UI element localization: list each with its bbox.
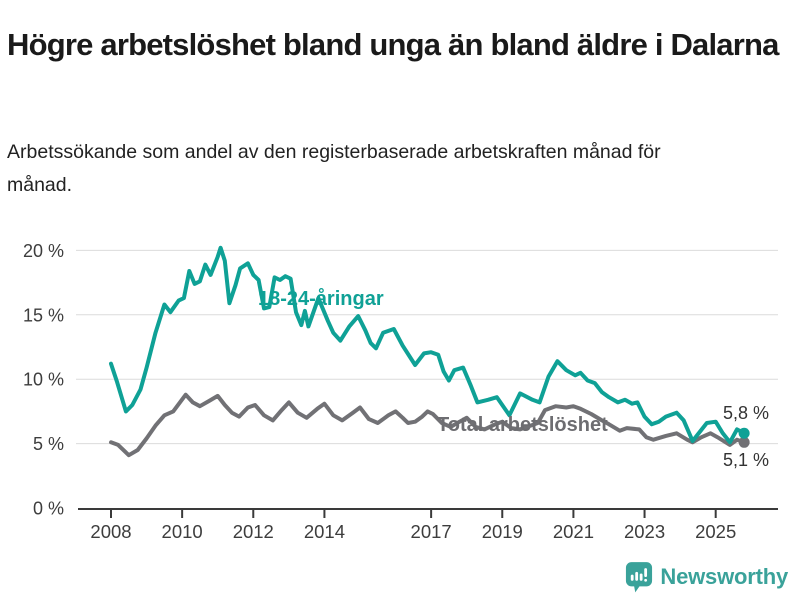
- series-end-value-youth: 5,8 %: [723, 403, 769, 423]
- x-axis-tick-label: 2025: [695, 521, 736, 542]
- newsworthy-logo[interactable]: Newsworthy: [625, 561, 788, 593]
- x-axis-tick-label: 2008: [90, 521, 131, 542]
- series-label-total: Total arbetslöshet: [437, 414, 608, 436]
- y-axis-tick-label: 15 %: [23, 305, 64, 325]
- x-axis-tick-label: 2017: [411, 521, 452, 542]
- series-end-value-total: 5,1 %: [723, 450, 769, 470]
- x-axis-tick-label: 2021: [553, 521, 594, 542]
- x-axis-tick-label: 2012: [233, 521, 274, 542]
- y-axis-tick-label: 0 %: [33, 499, 64, 519]
- x-axis-tick-label: 2014: [304, 521, 345, 542]
- page-title: Högre arbetslöshet bland unga än bland ä…: [7, 26, 779, 62]
- y-axis-tick-label: 5 %: [33, 434, 64, 454]
- series-end-dot-total: [738, 436, 750, 448]
- series-line-total: [109, 392, 747, 458]
- y-axis-tick-label: 10 %: [23, 370, 64, 390]
- newsworthy-logo-text: Newsworthy: [660, 564, 788, 589]
- series-line-youth: [109, 245, 747, 445]
- chart-subtitle: Arbetssökande som andel av den registerb…: [7, 140, 661, 196]
- line-chart: 0 % 5 % 10 % 15 % 20 % 2008 2010 2012 2014 2017 20…: [0, 225, 800, 555]
- series-label-youth: 18-24-åringar: [258, 287, 384, 310]
- chart-canvas: 0 % 5 % 10 % 15 % 20 % 2008 2010 2012 2014 2017 20…: [23, 241, 778, 542]
- newsworthy-logo-icon: [626, 562, 653, 593]
- x-axis-tick-label: 2010: [162, 521, 203, 542]
- x-axis-tick-label: 2019: [482, 521, 523, 542]
- x-axis-tick-label: 2023: [624, 521, 665, 542]
- y-axis-tick-label: 20 %: [23, 241, 64, 261]
- series-end-dot-youth: [738, 427, 750, 439]
